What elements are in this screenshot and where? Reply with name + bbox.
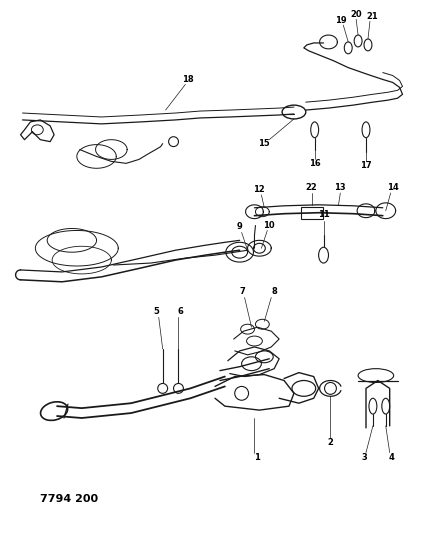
- Text: 21: 21: [366, 12, 378, 21]
- Text: 10: 10: [264, 221, 275, 230]
- Text: 22: 22: [306, 182, 318, 191]
- Text: 12: 12: [253, 184, 265, 193]
- Text: 1: 1: [255, 453, 260, 462]
- Text: 17: 17: [360, 161, 372, 170]
- Text: 2: 2: [327, 438, 333, 447]
- Bar: [301, 207, 323, 219]
- Text: 7794 200: 7794 200: [40, 494, 98, 504]
- Text: 16: 16: [309, 159, 321, 168]
- Text: 7: 7: [240, 287, 246, 296]
- Text: 3: 3: [361, 453, 367, 462]
- Text: 13: 13: [335, 182, 346, 191]
- Text: 18: 18: [182, 75, 194, 84]
- Text: 5: 5: [154, 307, 160, 316]
- Text: 8: 8: [271, 287, 277, 296]
- Text: 19: 19: [336, 16, 347, 25]
- Text: 15: 15: [259, 139, 270, 148]
- Text: 4: 4: [389, 453, 395, 462]
- Text: 11: 11: [318, 210, 330, 219]
- Text: 6: 6: [178, 307, 183, 316]
- Text: 20: 20: [351, 10, 362, 19]
- Text: 14: 14: [387, 182, 398, 191]
- Text: 9: 9: [237, 222, 243, 231]
